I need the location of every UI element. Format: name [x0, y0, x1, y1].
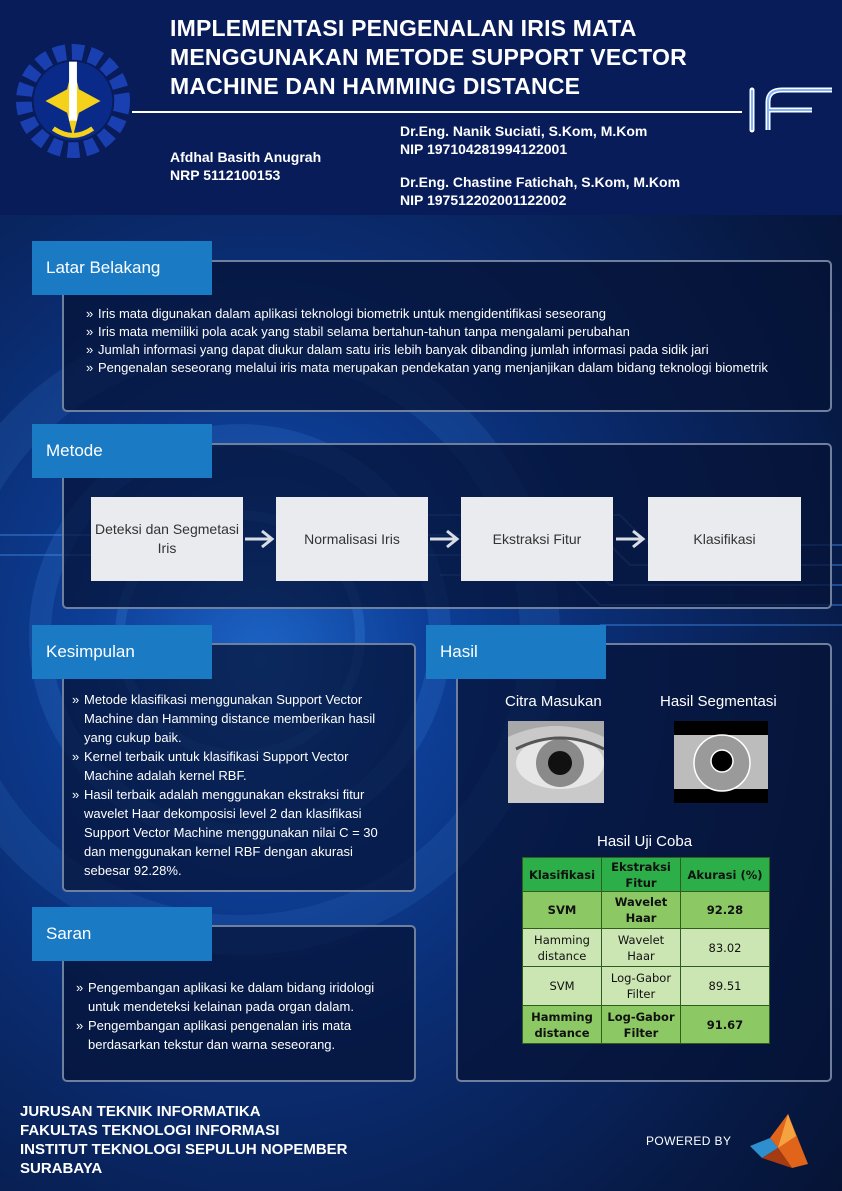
table-row: Hamming distance Log-Gabor Filter 91.67 [522, 1005, 770, 1044]
list-item: Jumlah informasi yang dapat diukur dalam… [86, 341, 776, 359]
its-logo-icon [15, 43, 131, 159]
metode-heading: Metode [32, 424, 212, 478]
student-info: Afdhal Basith Anugrah NRP 5112100153 [170, 148, 321, 184]
footer-line: INSTITUT TEKNOLOGI SEPULUH NOPEMBER [20, 1141, 348, 1158]
list-item: Metode klasifikasi menggunakan Support V… [72, 690, 392, 747]
matlab-logo-icon [750, 1114, 808, 1168]
header-banner: IMPLEMENTASI PENGENALAN IRIS MATA MENGGU… [0, 0, 842, 215]
advisor-name: Dr.Eng. Chastine Fatichah, S.Kom, M.Kom [400, 174, 681, 190]
segmentation-image-caption: Hasil Segmentasi [660, 693, 777, 710]
arrow-right-icon [430, 529, 460, 549]
footer-institution: JURUSAN TEKNIK INFORMATIKA FAKULTAS TEKN… [20, 1102, 348, 1178]
input-image-caption: Citra Masukan [505, 693, 602, 710]
latar-list: Iris mata digunakan dalam aplikasi tekno… [86, 305, 776, 377]
list-item: Iris mata digunakan dalam aplikasi tekno… [86, 305, 776, 323]
cell-akurasi: 91.67 [680, 1005, 770, 1044]
footer-line: FAKULTAS TEKNOLOGI INFORMASI [20, 1122, 280, 1139]
header-akurasi: Akurasi (%) [680, 857, 770, 892]
cell-akurasi: 89.51 [680, 966, 770, 1006]
advisor-id: NIP 197512202001122002 [400, 192, 567, 208]
eye-input-image [508, 721, 604, 803]
header-klasifikasi: Klasifikasi [522, 857, 602, 892]
step-normalization: Normalisasi Iris [276, 497, 428, 581]
step-segmentation: Deteksi dan Segmetasi Iris [91, 497, 243, 581]
results-table: Klasifikasi Ekstraksi Fitur Akurasi (%) … [522, 857, 770, 1044]
title-line-1: IMPLEMENTASI PENGENALAN IRIS MATA [170, 15, 637, 41]
student-name: Afdhal Basith Anugrah [170, 149, 322, 165]
page-title: IMPLEMENTASI PENGENALAN IRIS MATA MENGGU… [170, 14, 730, 101]
header-fitur: Ekstraksi Fitur [601, 857, 681, 892]
advisor-id: NIP 197104281994122001 [400, 141, 568, 157]
title-divider [132, 111, 742, 113]
arrow-right-icon [616, 529, 646, 549]
cell-fitur: Log-Gabor Filter [601, 966, 681, 1006]
table-caption: Hasil Uji Coba [597, 833, 693, 850]
saran-list: Pengembangan aplikasi ke dalam bidang ir… [76, 978, 401, 1054]
cell-klasifikasi: Hamming distance [522, 928, 602, 967]
advisor-2: Dr.Eng. Chastine Fatichah, S.Kom, M.Kom … [400, 173, 680, 209]
hasil-heading: Hasil [426, 625, 606, 679]
list-item: Hasil terbaik adalah menggunakan ekstrak… [72, 785, 392, 880]
cell-akurasi: 83.02 [680, 928, 770, 967]
advisor-name: Dr.Eng. Nanik Suciati, S.Kom, M.Kom [400, 123, 648, 139]
latar-heading: Latar Belakang [32, 241, 212, 295]
kesimpulan-list: Metode klasifikasi menggunakan Support V… [72, 690, 392, 880]
table-row: SVM Log-Gabor Filter 89.51 [522, 966, 770, 1006]
arrow-right-icon [245, 529, 275, 549]
list-item: Pengenalan seseorang melalui iris mata m… [86, 359, 776, 377]
cell-klasifikasi: SVM [522, 966, 602, 1006]
cell-akurasi: 92.28 [680, 891, 770, 929]
list-item: Iris mata memiliki pola acak yang stabil… [86, 323, 776, 341]
segmentation-image [674, 721, 768, 803]
cell-fitur: Log-Gabor Filter [601, 1005, 681, 1044]
cell-fitur: Wavelet Haar [601, 891, 681, 929]
title-line-2: MENGGUNAKAN METODE SUPPORT VECTOR [170, 44, 687, 70]
if-logo-icon [749, 87, 832, 133]
footer-line: JURUSAN TEKNIK INFORMATIKA [20, 1103, 261, 1120]
cell-fitur: Wavelet Haar [601, 928, 681, 967]
kesimpulan-heading: Kesimpulan [32, 625, 212, 679]
student-id: NRP 5112100153 [170, 167, 281, 183]
list-item: Kernel terbaik untuk klasifikasi Support… [72, 747, 392, 785]
cell-klasifikasi: Hamming distance [522, 1005, 602, 1044]
footer-line: SURABAYA [20, 1160, 103, 1177]
step-classification: Klasifikasi [648, 497, 801, 581]
table-row: SVM Wavelet Haar 92.28 [522, 891, 770, 929]
list-item: Pengembangan aplikasi pengenalan iris ma… [76, 1016, 401, 1054]
title-line-3: MACHINE DAN HAMMING DISTANCE [170, 73, 581, 99]
table-row: Hamming distance Wavelet Haar 83.02 [522, 928, 770, 967]
cell-klasifikasi: SVM [522, 891, 602, 929]
advisor-1: Dr.Eng. Nanik Suciati, S.Kom, M.Kom NIP … [400, 122, 647, 158]
list-item: Pengembangan aplikasi ke dalam bidang ir… [76, 978, 401, 1016]
saran-heading: Saran [32, 907, 212, 961]
step-feature-extraction: Ekstraksi Fitur [461, 497, 613, 581]
powered-by-label: POWERED BY [646, 1134, 732, 1148]
table-header-row: Klasifikasi Ekstraksi Fitur Akurasi (%) [522, 857, 770, 892]
